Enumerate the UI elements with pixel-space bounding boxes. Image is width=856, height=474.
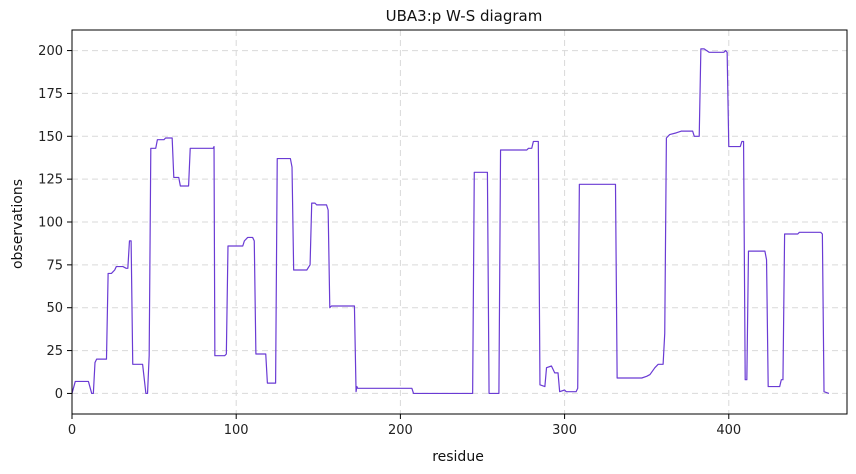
y-tick-label: 150	[38, 130, 63, 145]
series-line	[71, 48, 830, 395]
x-tick-label: 300	[552, 423, 577, 438]
x-tick-label: 400	[716, 423, 741, 438]
plot-area	[71, 48, 830, 395]
y-axis-label: observations	[10, 179, 26, 269]
x-tick-label: 200	[388, 423, 413, 438]
y-tick-label: 50	[46, 301, 63, 316]
y-tick-label: 200	[38, 44, 63, 59]
y-tick-label: 100	[38, 216, 63, 231]
grid	[71, 30, 847, 414]
y-tick-label: 0	[55, 387, 63, 402]
y-tick-label: 75	[46, 258, 63, 273]
x-tick-label: 100	[224, 423, 249, 438]
y-tick-label: 125	[38, 173, 63, 188]
plot-frame	[71, 29, 848, 415]
chart-title: UBA3:p W-S diagram	[386, 7, 543, 25]
x-axis-label: residue	[432, 449, 484, 465]
y-tick-label: 175	[38, 87, 63, 102]
y-tick-label: 25	[46, 344, 63, 359]
axes: 0 100 200 300 400 0 25 50 75 100 125 150 175 200	[38, 29, 848, 438]
x-tick-label: 0	[68, 423, 76, 438]
